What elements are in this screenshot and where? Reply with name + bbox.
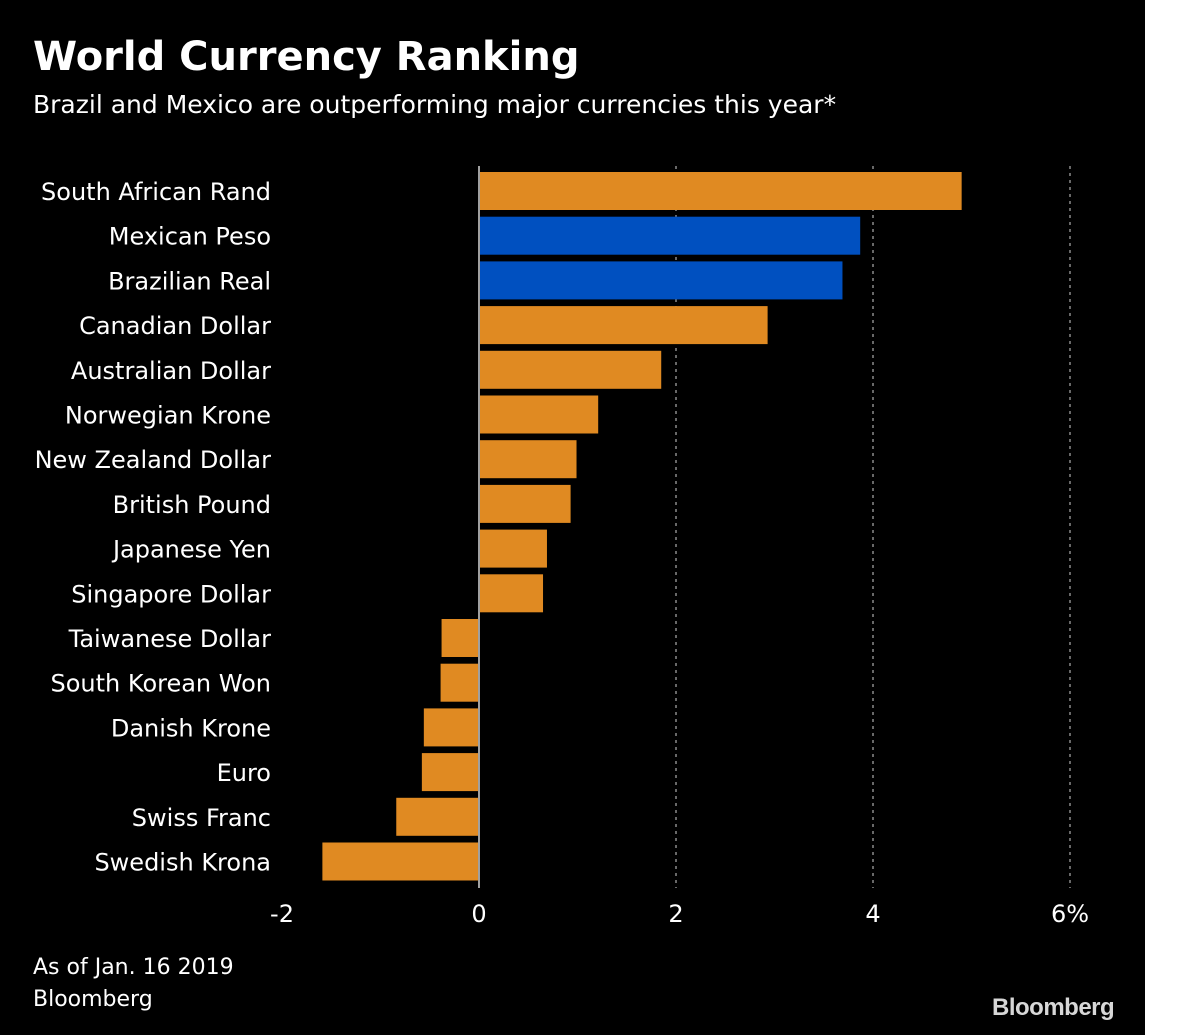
x-tick-label: 2 — [668, 900, 683, 928]
category-label: Australian Dollar — [71, 357, 271, 385]
footnote: As of Jan. 16 2019 Bloomberg — [33, 952, 234, 1016]
category-label: Euro — [217, 759, 271, 787]
bar — [421, 753, 479, 792]
category-label: Japanese Yen — [111, 536, 271, 564]
bar-chart: South African Rand Mexican Peso Brazilian … — [35, 166, 1089, 928]
category-labels: South African Rand Mexican Peso Brazilian … — [35, 178, 272, 877]
x-tick-label: 4 — [865, 900, 880, 928]
bloomberg-logo: Bloomberg — [992, 994, 1115, 1021]
category-label: Mexican Peso — [109, 223, 271, 251]
bar — [479, 484, 571, 523]
bar — [479, 306, 768, 345]
bar — [396, 797, 479, 836]
as-of-date: As of Jan. 16 2019 — [33, 955, 234, 980]
bar — [479, 395, 599, 434]
bar — [440, 663, 479, 702]
x-tick-label: 6% — [1051, 900, 1089, 928]
category-label: Norwegian Krone — [65, 402, 271, 430]
bar — [479, 172, 962, 210]
category-label: Brazilian Real — [108, 267, 271, 295]
category-label: British Pound — [113, 491, 271, 519]
bars — [322, 172, 962, 881]
category-label: Singapore Dollar — [71, 580, 271, 608]
category-label: Danish Krone — [111, 714, 271, 742]
bar — [479, 261, 843, 300]
bar — [479, 440, 577, 479]
category-label: South Korean Won — [51, 670, 271, 698]
category-label: New Zealand Dollar — [35, 446, 272, 474]
bar — [479, 216, 861, 255]
x-tick-label: -2 — [270, 900, 294, 928]
category-label: South African Rand — [41, 178, 271, 206]
bar — [479, 350, 662, 389]
bar — [479, 574, 544, 613]
source-label: Bloomberg — [33, 987, 153, 1012]
x-tick-label: 0 — [471, 900, 486, 928]
bar — [479, 529, 547, 568]
category-label: Taiwanese Dollar — [68, 625, 271, 653]
bar — [441, 619, 479, 657]
category-label: Swiss Franc — [132, 804, 271, 832]
chart-title: World Currency Ranking — [33, 34, 580, 80]
bar — [423, 708, 479, 747]
bar — [322, 842, 479, 881]
chart-frame: World Currency Ranking Brazil and Mexico… — [0, 0, 1145, 1035]
x-tick-labels: -2 0 2 4 6% — [270, 900, 1089, 928]
category-label: Swedish Krona — [94, 849, 271, 877]
category-label: Canadian Dollar — [79, 312, 271, 340]
chart-subtitle: Brazil and Mexico are outperforming majo… — [33, 90, 837, 119]
